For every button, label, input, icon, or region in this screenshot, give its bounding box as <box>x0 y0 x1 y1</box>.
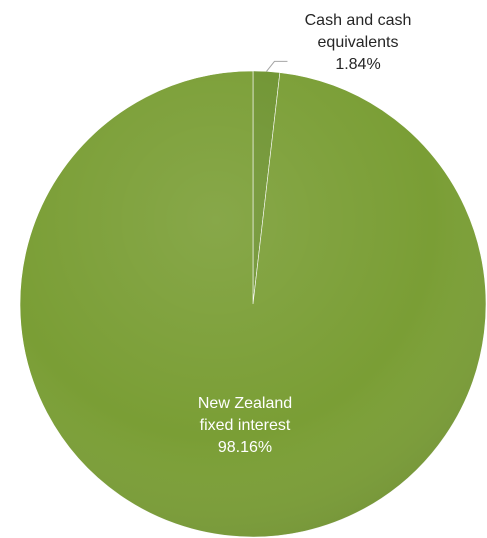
pie-slice-1 <box>19 70 487 538</box>
data-label-cash-line-1: equivalents <box>318 34 399 51</box>
data-label-nz-fixed-interest-line-0: New Zealand <box>198 395 292 412</box>
data-label-cash: Cash and cash equivalents 1.84% <box>305 12 412 73</box>
data-label-cash-line-0: Cash and cash <box>305 12 412 29</box>
data-label-cash-line-2: 1.84% <box>335 56 380 73</box>
leader-line-0 <box>266 60 288 72</box>
pie-slices <box>19 70 487 538</box>
leader-lines <box>266 60 288 72</box>
data-label-nz-fixed-interest-line-1: fixed interest <box>200 417 291 434</box>
data-label-nz-fixed-interest-line-2: 98.16% <box>218 439 272 456</box>
data-label-nz-fixed-interest: New Zealand fixed interest 98.16% <box>198 395 292 456</box>
data-labels: Cash and cash equivalents 1.84% New Zealand… <box>198 12 412 456</box>
